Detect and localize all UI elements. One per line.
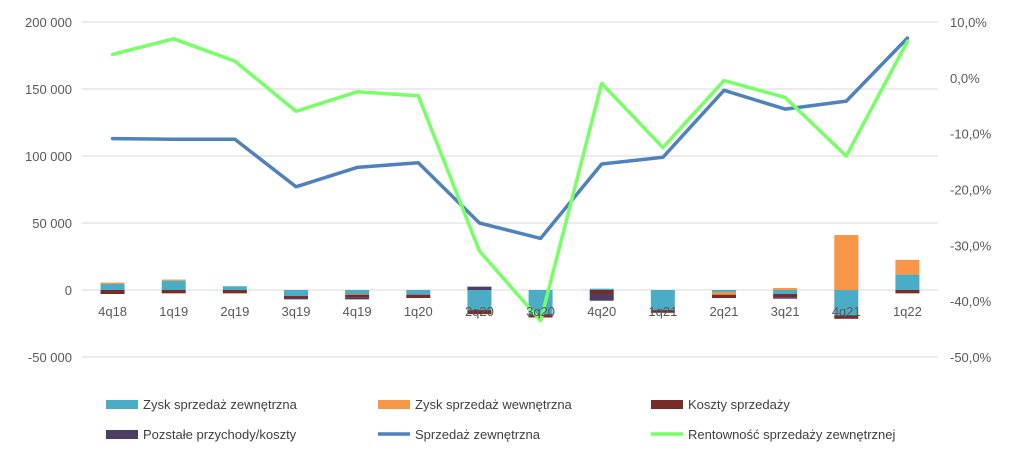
legend-swatch: [106, 430, 138, 439]
series-line: [110, 36, 910, 241]
bar: [100, 283, 125, 290]
x-axis-tick-label: 2q19: [220, 304, 249, 319]
bar: [222, 286, 247, 290]
bar: [712, 294, 736, 299]
x-axis-tick-label: 3q21: [771, 304, 800, 319]
bar: [161, 280, 186, 290]
line-series: [110, 36, 910, 323]
bar: [161, 279, 186, 281]
x-axis-tick-label: 4q20: [587, 304, 616, 319]
legend-label: Sprzedaż zewnętrzna: [415, 427, 541, 442]
bar: [589, 294, 614, 301]
x-axis-tick-label: 4q19: [343, 304, 372, 319]
bar: [834, 290, 859, 316]
bar: [161, 290, 186, 294]
bar: [284, 296, 308, 299]
bar: [834, 315, 859, 319]
bar: [895, 259, 920, 275]
right-axis-tick-label: -10,0%: [950, 127, 992, 142]
legend-label: Zysk sprzedaż zewnętrzna: [143, 397, 298, 412]
bar: [589, 290, 614, 295]
gridlines: [82, 21, 938, 358]
legend-swatch: [378, 400, 410, 409]
x-axis-ticks: 4q18 1q19 2q19 3q19 4q19 1q20 2q20 3q20 4q20 1q21…: [98, 304, 922, 319]
bar: [345, 297, 370, 300]
left-axis-tick-label: 200 000: [25, 15, 72, 30]
x-axis-tick-label: 4q18: [98, 304, 127, 319]
bar: [895, 274, 920, 290]
right-axis-tick-label: -30,0%: [950, 238, 992, 253]
bar: [834, 235, 859, 290]
bar: [773, 294, 798, 298]
bar: [895, 290, 920, 294]
left-axis-tick-label: 0: [65, 283, 72, 298]
bar: [345, 290, 370, 295]
bar-series: [100, 235, 920, 319]
left-axis-tick-label: 50 000: [32, 216, 72, 231]
x-axis-tick-label: 1q22: [893, 304, 922, 319]
left-axis-ticks: -50 000 0 50 000 100 000 150 000 200 000: [25, 15, 72, 365]
x-axis-tick-label: 1q19: [159, 304, 188, 319]
x-axis-tick-label: 1q20: [404, 304, 433, 319]
bar: [345, 294, 370, 295]
x-axis-tick-label: 2q21: [710, 304, 739, 319]
bar: [467, 286, 492, 290]
bar: [467, 290, 492, 311]
bar: [100, 282, 125, 284]
legend-label: Zysk sprzedaż wewnętrzna: [415, 397, 573, 412]
bar: [773, 287, 798, 290]
left-axis-tick-label: 150 000: [25, 82, 72, 97]
right-axis-tick-label: 0,0%: [950, 71, 980, 86]
legend-label: Pozstałe przychody/koszty: [143, 427, 297, 442]
legend: Zysk sprzedaż zewnętrzna Zysk sprzedaż we…: [106, 397, 895, 442]
right-axis-ticks: -50,0% -40,0% -30,0% -20,0% -10,0% 0,0% 10,0%: [950, 15, 992, 365]
bar: [467, 310, 492, 315]
bar: [406, 290, 431, 295]
series-line: [110, 37, 910, 323]
right-axis-tick-label: -50,0%: [950, 350, 992, 365]
bar: [712, 290, 736, 293]
bar: [345, 294, 370, 298]
legend-label: Rentowność sprzedaży zewnętrznej: [688, 427, 895, 442]
bar: [284, 290, 308, 297]
bar: [589, 288, 614, 290]
legend-label: Koszty sprzedaży: [688, 397, 790, 412]
right-axis-tick-label: -40,0%: [950, 294, 992, 309]
x-axis-tick-label: 4q21: [832, 304, 861, 319]
left-axis-tick-label: 100 000: [25, 149, 72, 164]
x-axis-tick-label: 2q20: [465, 304, 494, 319]
bar: [773, 290, 798, 295]
bar: [712, 292, 736, 295]
bar: [100, 290, 125, 295]
right-axis-tick-label: 10,0%: [950, 15, 987, 30]
bar: [773, 297, 798, 299]
left-axis-tick-label: -50 000: [28, 350, 72, 365]
bar: [222, 290, 247, 294]
right-axis-tick-label: -20,0%: [950, 183, 992, 198]
bar: [650, 310, 675, 313]
x-axis-tick-label: 3q19: [282, 304, 311, 319]
bar: [650, 290, 675, 311]
legend-swatch: [651, 400, 683, 409]
bar: [406, 294, 431, 299]
legend-swatch: [106, 400, 138, 409]
x-axis-tick-label: 1q21: [648, 304, 677, 319]
bar: [284, 298, 308, 300]
x-axis-tick-label: 3q20: [526, 304, 555, 319]
